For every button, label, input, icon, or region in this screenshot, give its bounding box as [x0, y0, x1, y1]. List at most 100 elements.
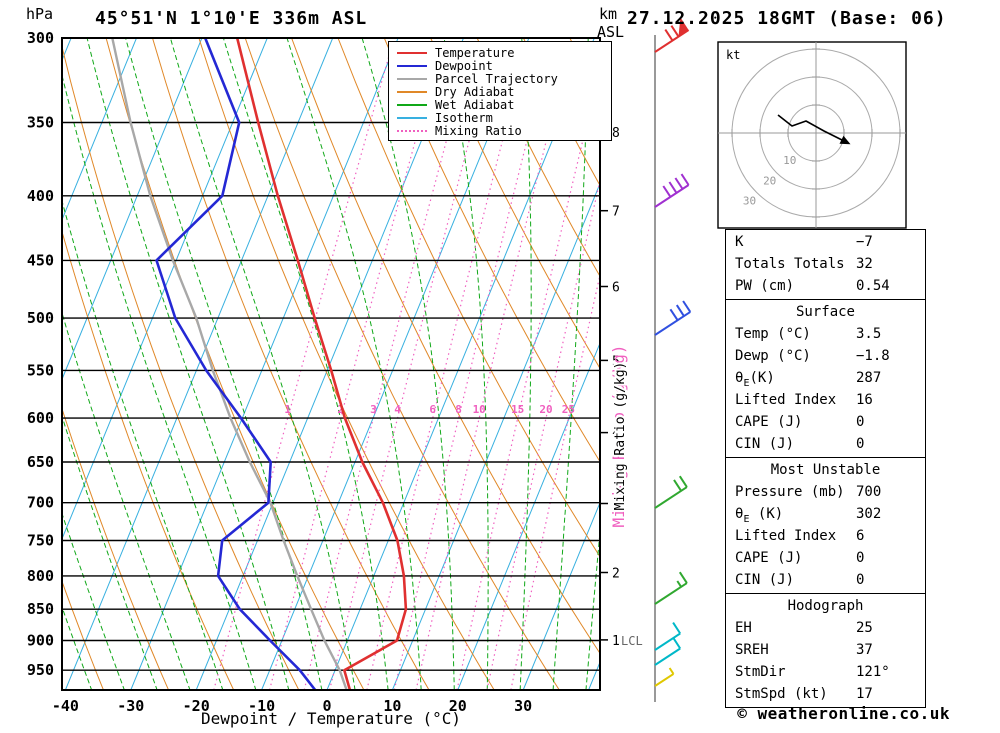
stat-row-surface-cape: CAPE (J) 0: [735, 414, 865, 430]
legend-label: Temperature: [435, 45, 515, 60]
stats-panel: K −7 Totals Totals 32 PW (cm) 0.54 Surfa…: [725, 229, 926, 708]
plot-frame: [61, 37, 601, 691]
datetime-title: 27.12.2025 18GMT (Base: 06): [627, 8, 947, 29]
wind-barb: [654, 17, 690, 53]
legend-label: Parcel Trajectory: [435, 71, 558, 86]
altitude-unit-asl: ASL: [597, 23, 625, 41]
temp-axis-labels: -40 -30 -20 -10 0 10 20 30: [52, 697, 532, 715]
stat-row-totals-totals: Totals Totals 32: [735, 256, 873, 272]
stat-row-surface-dewp: Dewp (°C) −1.8: [735, 348, 890, 364]
mixing-axis-label: Mixing Ratio (g/kg): [613, 362, 628, 511]
mixing-ratio-value-label: 8: [455, 403, 462, 416]
legend-item-temperature: Temperature: [397, 45, 605, 60]
plot-area-layers: 1 2 3 4 6 8 10 15 20 25: [62, 38, 600, 690]
svg-text:750: 750: [27, 532, 54, 550]
legend-label: Dewpoint: [435, 58, 493, 73]
svg-text:550: 550: [27, 361, 54, 379]
surface-section-title: Surface: [795, 304, 855, 320]
wind-barb: [654, 622, 682, 651]
mixing-ratio-value-label: 1: [284, 403, 291, 416]
wind-barb: [654, 475, 688, 509]
stat-row-mu-pressure: Pressure (mb) 700: [735, 484, 882, 500]
lcl-label: LCL: [621, 634, 643, 648]
legend-item-dry-adiabat: Dry Adiabat: [397, 85, 605, 99]
temperature-curve: [235, 38, 408, 690]
pressure-axis-labels: 300 350 400 450 500 550 600 650 700 750 800 850 900 9…: [27, 29, 54, 679]
hodograph: 10 20 30: [718, 42, 906, 228]
svg-text:350: 350: [27, 114, 54, 132]
mixing-ratio-value-label: 10: [473, 403, 486, 416]
stat-row-stmspd: StmSpd (kt) 17: [735, 686, 873, 702]
svg-text:900: 900: [27, 632, 54, 650]
pressure-grid-layer: [62, 38, 600, 671]
stat-row-surface-temp: Temp (°C) 3.5: [735, 326, 882, 342]
svg-text:-20: -20: [183, 697, 210, 715]
legend-label: Mixing Ratio: [435, 123, 522, 138]
mixing-ratio-value-label: 20: [539, 403, 552, 416]
legend-item-isotherm: Isotherm: [397, 110, 605, 125]
hodograph-stats-box: Hodograph EH 25 SREH 37 StmDir 121° StmS…: [725, 593, 926, 708]
legend-label: Isotherm: [435, 110, 493, 125]
stat-row-pw: PW (cm) 0.54: [735, 278, 890, 294]
parcel-line-swatch: [397, 77, 427, 80]
wind-barb: [654, 637, 682, 666]
stat-row-surface-lifted-index: Lifted Index 16: [735, 392, 873, 408]
most-unstable-section-title: Most Unstable: [770, 462, 881, 478]
wind-barb: [654, 571, 688, 605]
svg-text:650: 650: [27, 453, 54, 471]
wind-barb: [654, 173, 690, 208]
svg-text:600: 600: [27, 409, 54, 427]
dry-adiabat-line-swatch: [397, 90, 427, 93]
stat-row-k: K −7: [735, 234, 873, 250]
svg-text:850: 850: [27, 600, 54, 618]
parcel-trajectory-curve: [111, 38, 348, 690]
mixing-ratio-value-label: 2: [337, 403, 344, 416]
hodograph-trace: [777, 114, 847, 143]
stat-row-surface-thetae: θE(K) 287: [735, 370, 882, 389]
legend-item-parcel-trajectory: Parcel Trajectory: [397, 71, 605, 86]
stat-row-eh: EH 25: [735, 620, 873, 636]
svg-text:0: 0: [322, 697, 331, 715]
svg-text:300: 300: [27, 29, 54, 47]
km-tick-label: 3: [612, 498, 620, 513]
stat-row-mu-thetae: θE (K) 302: [735, 506, 882, 525]
wind-barb: [654, 667, 675, 687]
hodograph-arrow: [839, 135, 851, 145]
km-tick-label: 4: [612, 427, 620, 442]
stat-row-mu-cape: CAPE (J) 0: [735, 550, 865, 566]
wind-barb-column: [654, 17, 692, 702]
legend-label: Wet Adiabat: [435, 97, 515, 112]
surface-box: Surface Temp (°C) 3.5 Dewp (°C) −1.8 θE(…: [725, 299, 926, 458]
hodograph-ring-label: 10: [783, 154, 796, 167]
mixing-ratio-line-swatch: [397, 129, 427, 132]
stat-row-mu-lifted-index: Lifted Index 6: [735, 528, 865, 544]
wet-adiabat-line-swatch: [397, 103, 427, 106]
copyright: © weatheronline.co.uk: [737, 704, 950, 723]
svg-text:-30: -30: [117, 697, 144, 715]
indices-box: K −7 Totals Totals 32 PW (cm) 0.54: [725, 229, 926, 300]
isotherm-line-swatch: [397, 116, 427, 119]
wind-barb: [654, 300, 692, 336]
svg-text:30: 30: [514, 697, 532, 715]
km-tick-label: 8: [612, 126, 620, 141]
mixing-ratio-layer: 1 2 3 4 6 8 10 15 20 25: [213, 46, 600, 690]
svg-text:500: 500: [27, 309, 54, 327]
dewpoint-curve: [155, 38, 317, 690]
svg-text:10: 10: [383, 697, 401, 715]
hodograph-ring-label: 30: [743, 195, 756, 208]
km-tick-label: 6: [612, 281, 620, 296]
dewpoint-line-swatch: [397, 64, 427, 67]
legend: Temperature Dewpoint Parcel Trajectory D…: [388, 41, 612, 141]
legend-item-wet-adiabat: Wet Adiabat: [397, 97, 605, 112]
km-tick-label: 2: [612, 567, 620, 582]
svg-text:20: 20: [449, 697, 467, 715]
mixing-ratio-value-label: 15: [511, 403, 524, 416]
stat-row-sreh: SREH 37: [735, 642, 873, 658]
legend-item-dewpoint: Dewpoint: [397, 58, 605, 73]
stat-row-stmdir: StmDir 121°: [735, 664, 890, 680]
km-tick-label: 1: [612, 634, 620, 649]
mixing-ratio-value-label: 3: [370, 403, 377, 416]
xaxis-label: Dewpoint / Temperature (°C): [200, 709, 462, 728]
